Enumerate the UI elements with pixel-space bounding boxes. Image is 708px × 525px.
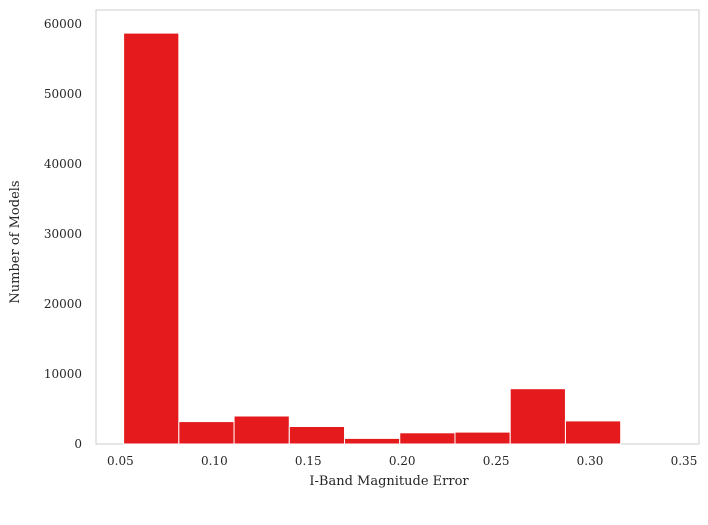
- histogram-bar-5: [399, 432, 456, 445]
- y-tick-labels: 0 10000 20000 30000 40000 50000 60000: [44, 17, 82, 451]
- x-tick-label: 0.25: [483, 454, 510, 468]
- x-tick-label: 0.10: [201, 454, 228, 468]
- histogram-bar-8: [564, 420, 622, 445]
- bars-group: [123, 32, 622, 445]
- histogram-bar-3: [288, 426, 346, 445]
- x-tick-label: 0.15: [295, 454, 322, 468]
- x-tick-labels: 0.05 0.10 0.15 0.20 0.25 0.30 0.35: [107, 454, 697, 468]
- y-tick-label: 40000: [44, 157, 82, 171]
- y-tick-label: 50000: [44, 87, 82, 101]
- x-tick-label: 0.30: [577, 454, 604, 468]
- y-axis-label: Number of Models: [8, 180, 23, 303]
- plot-frame: [95, 9, 700, 445]
- x-tick-label: 0.20: [389, 454, 416, 468]
- histogram-bar-4: [344, 437, 401, 445]
- x-tick-label: 0.05: [107, 454, 134, 468]
- y-tick-label: 0: [74, 437, 82, 451]
- histogram-bar-0: [123, 32, 180, 445]
- x-tick-label: 0.35: [671, 454, 698, 468]
- y-tick-label: 60000: [44, 17, 82, 31]
- y-tick-label: 10000: [44, 367, 82, 381]
- histogram-bar-2: [233, 415, 290, 445]
- histogram-bar-7: [509, 388, 566, 445]
- histogram-bar-6: [454, 431, 511, 445]
- y-tick-label: 30000: [44, 227, 82, 241]
- y-tick-label: 20000: [44, 297, 82, 311]
- histogram-bar-1: [178, 421, 235, 445]
- x-axis-label: I-Band Magnitude Error: [309, 474, 469, 489]
